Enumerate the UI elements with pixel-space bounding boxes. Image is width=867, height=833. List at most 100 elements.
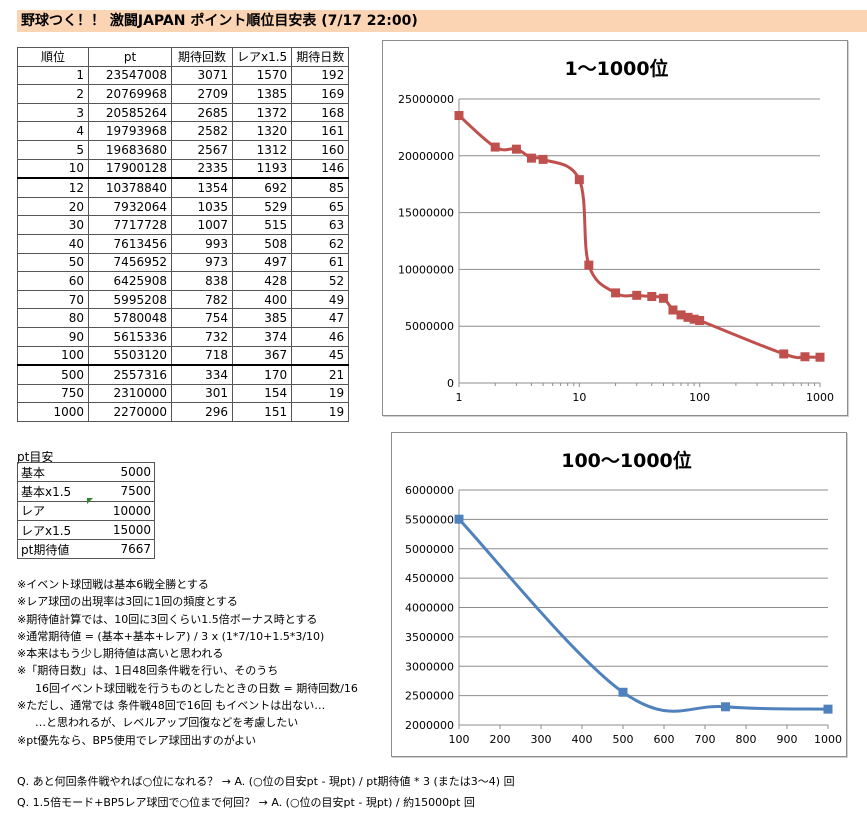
cell-pt[interactable]: 2557316 — [88, 364, 172, 385]
cell-rare-count[interactable]: 428 — [231, 271, 293, 291]
pt-value[interactable]: 7500 — [90, 481, 155, 502]
pt-label[interactable]: pt期待値 — [17, 539, 90, 560]
cell-expected-count[interactable]: 1354 — [171, 177, 233, 198]
pt-label[interactable]: レアx1.5 — [17, 519, 90, 541]
cell-expected-count[interactable]: 296 — [171, 402, 233, 422]
cell-pt[interactable]: 20585264 — [88, 102, 172, 123]
cell-expected-count[interactable]: 838 — [171, 271, 233, 291]
cell-expected-days[interactable]: 192 — [291, 65, 350, 86]
cell-pt[interactable]: 2310000 — [88, 383, 172, 404]
cell-rare-count[interactable]: 1385 — [231, 84, 293, 104]
cell-expected-days[interactable]: 62 — [291, 233, 350, 254]
cell-expected-days[interactable]: 21 — [291, 364, 350, 385]
cell-pt[interactable]: 19793968 — [88, 121, 172, 141]
cell-rare-count[interactable]: 1312 — [231, 139, 293, 160]
cell-rare-count[interactable]: 374 — [231, 326, 293, 347]
cell-rank[interactable]: 100 — [17, 345, 89, 366]
cell-rank[interactable]: 500 — [17, 364, 89, 385]
cell-expected-count[interactable]: 2709 — [171, 84, 233, 104]
pt-value[interactable]: 7667 — [90, 539, 155, 560]
cell-expected-days[interactable]: 45 — [291, 345, 350, 366]
cell-expected-count[interactable]: 718 — [171, 345, 233, 366]
cell-rare-count[interactable]: 1193 — [231, 158, 293, 179]
cell-expected-count[interactable]: 782 — [171, 289, 233, 310]
cell-pt[interactable]: 5503120 — [88, 345, 172, 366]
cell-expected-count[interactable]: 301 — [171, 383, 233, 404]
cell-pt[interactable]: 5780048 — [88, 308, 172, 328]
cell-rank[interactable]: 80 — [17, 308, 89, 328]
pt-value[interactable]: 10000 — [90, 500, 155, 521]
cell-rank[interactable]: 10 — [17, 158, 89, 179]
cell-expected-days[interactable]: 146 — [291, 158, 350, 179]
cell-expected-days[interactable]: 169 — [291, 84, 350, 104]
cell-expected-count[interactable]: 2582 — [171, 121, 233, 141]
cell-rare-count[interactable]: 529 — [231, 196, 293, 217]
cell-expected-count[interactable]: 973 — [171, 252, 233, 273]
cell-pt[interactable]: 5995208 — [88, 289, 172, 310]
cell-expected-count[interactable]: 2567 — [171, 139, 233, 160]
pt-value[interactable]: 15000 — [90, 519, 155, 541]
cell-rank[interactable]: 2 — [17, 84, 89, 104]
cell-expected-count[interactable]: 732 — [171, 326, 233, 347]
chart-top-1000[interactable]: 1～1000位 0 5000000 10000000 15000000 20000000 2… — [382, 40, 848, 416]
pt-label[interactable]: 基本x1.5 — [17, 481, 90, 502]
cell-pt[interactable]: 19683680 — [88, 139, 172, 160]
cell-rare-count[interactable]: 367 — [231, 345, 293, 366]
cell-rare-count[interactable]: 400 — [231, 289, 293, 310]
cell-rare-count[interactable]: 154 — [231, 383, 293, 404]
pt-value[interactable]: 5000 — [90, 461, 155, 483]
cell-rare-count[interactable]: 385 — [231, 308, 293, 328]
cell-expected-days[interactable]: 65 — [291, 196, 350, 217]
cell-expected-days[interactable]: 19 — [291, 383, 350, 404]
chart-100-1000[interactable]: 100～1000位 2000000 2500000 3000000 3500000 400… — [391, 432, 847, 757]
cell-expected-count[interactable]: 754 — [171, 308, 233, 328]
cell-rank[interactable]: 30 — [17, 215, 89, 235]
cell-pt[interactable]: 17900128 — [88, 158, 172, 179]
cell-expected-days[interactable]: 49 — [291, 289, 350, 310]
cell-expected-days[interactable]: 61 — [291, 252, 350, 273]
cell-pt[interactable]: 6425908 — [88, 271, 172, 291]
cell-rank[interactable]: 5 — [17, 139, 89, 160]
cell-expected-count[interactable]: 993 — [171, 233, 233, 254]
cell-rank[interactable]: 750 — [17, 383, 89, 404]
cell-expected-count[interactable]: 3071 — [171, 65, 233, 86]
cell-rank[interactable]: 20 — [17, 196, 89, 217]
cell-expected-days[interactable]: 161 — [291, 121, 350, 141]
cell-rank[interactable]: 3 — [17, 102, 89, 123]
cell-pt[interactable]: 7456952 — [88, 252, 172, 273]
cell-pt[interactable]: 5615336 — [88, 326, 172, 347]
cell-expected-days[interactable]: 85 — [291, 177, 350, 198]
cell-expected-days[interactable]: 160 — [291, 139, 350, 160]
cell-pt[interactable]: 2270000 — [88, 402, 172, 422]
cell-rank[interactable]: 12 — [17, 177, 89, 198]
cell-rank[interactable]: 4 — [17, 121, 89, 141]
cell-pt[interactable]: 23547008 — [88, 65, 172, 86]
cell-rank[interactable]: 90 — [17, 326, 89, 347]
cell-rank[interactable]: 1 — [17, 65, 89, 86]
cell-rank[interactable]: 60 — [17, 271, 89, 291]
cell-expected-days[interactable]: 63 — [291, 215, 350, 235]
cell-rank[interactable]: 70 — [17, 289, 89, 310]
cell-pt[interactable]: 7613456 — [88, 233, 172, 254]
cell-expected-days[interactable]: 46 — [291, 326, 350, 347]
cell-expected-count[interactable]: 1007 — [171, 215, 233, 235]
cell-expected-days[interactable]: 19 — [291, 402, 350, 422]
cell-expected-count[interactable]: 1035 — [171, 196, 233, 217]
cell-rare-count[interactable]: 170 — [231, 364, 293, 385]
cell-expected-count[interactable]: 2685 — [171, 102, 233, 123]
pt-label[interactable]: 基本 — [17, 461, 90, 483]
pt-label[interactable]: レア — [17, 500, 90, 521]
cell-rare-count[interactable]: 151 — [231, 402, 293, 422]
cell-expected-count[interactable]: 2335 — [171, 158, 233, 179]
cell-rank[interactable]: 50 — [17, 252, 89, 273]
cell-rare-count[interactable]: 1570 — [231, 65, 293, 86]
cell-rank[interactable]: 40 — [17, 233, 89, 254]
cell-rare-count[interactable]: 515 — [231, 215, 293, 235]
cell-rare-count[interactable]: 508 — [231, 233, 293, 254]
cell-pt[interactable]: 7717728 — [88, 215, 172, 235]
cell-pt[interactable]: 7932064 — [88, 196, 172, 217]
cell-expected-days[interactable]: 47 — [291, 308, 350, 328]
cell-expected-days[interactable]: 168 — [291, 102, 350, 123]
cell-expected-count[interactable]: 334 — [171, 364, 233, 385]
cell-rank[interactable]: 1000 — [17, 402, 89, 422]
